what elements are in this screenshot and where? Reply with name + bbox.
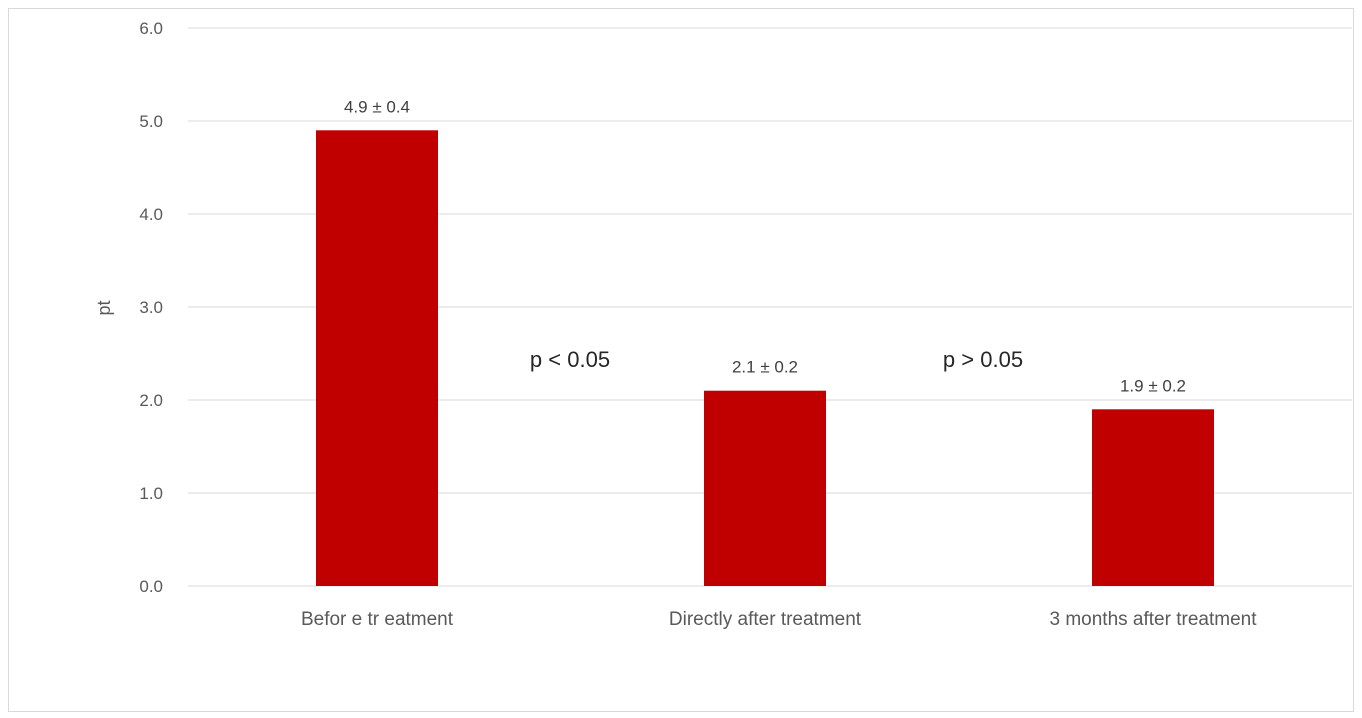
y-tick-label: 3.0 [139,298,163,317]
category-label: Directly after treatment [669,609,862,630]
data-label: 2.1 ± 0.2 [732,358,798,377]
y-tick-label: 1.0 [139,484,163,503]
annotation-p-less: p < 0.05 [530,347,610,372]
y-tick-label: 6.0 [139,19,163,38]
bar [316,130,438,587]
category-label: 3 months after treatment [1050,609,1258,630]
data-label: 1.9 ± 0.2 [1120,376,1186,395]
bar [1092,409,1214,586]
y-tick-label: 4.0 [139,205,163,224]
category-label: Befor e tr eatment [301,609,454,630]
data-labels: 4.9 ± 0.4 2.1 ± 0.2 1.9 ± 0.2 [344,97,1186,395]
y-axis-label: pt [94,300,114,315]
data-label: 4.9 ± 0.4 [344,97,410,116]
y-tick-label: 2.0 [139,391,163,410]
category-labels: Befor e tr eatment Directly after treatme… [301,609,1257,630]
annotation-p-greater: p > 0.05 [943,347,1023,372]
y-tick-label: 5.0 [139,112,163,131]
bar [704,390,826,586]
y-tick-label: 0.0 [139,577,163,596]
chart-frame [8,8,1354,712]
bars [316,130,1214,587]
y-tick-labels: 0.0 1.0 2.0 3.0 4.0 5.0 6.0 [139,19,163,596]
